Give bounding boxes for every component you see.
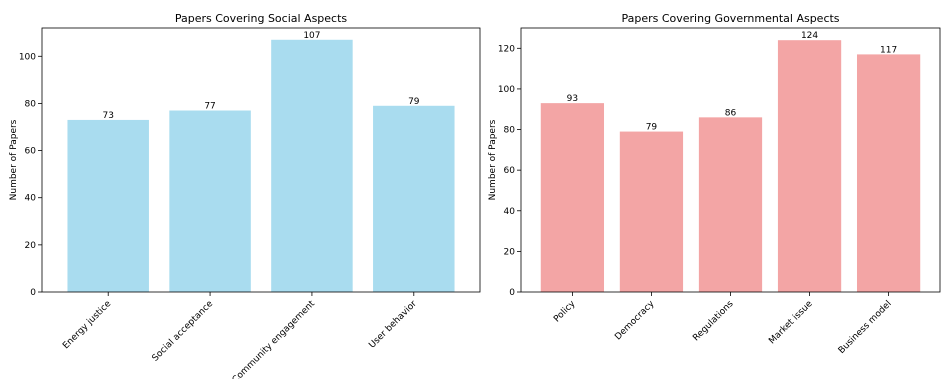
social-y-axis-label: Number of Papers [9, 119, 19, 200]
governmental-bar-value-label: 93 [567, 94, 578, 104]
governmental-x-tick-label: Regulations [691, 299, 736, 344]
governmental-bar [698, 117, 763, 292]
governmental-x-tick-label: Policy [552, 299, 578, 325]
governmental-bar [540, 103, 605, 292]
governmental-plot-frame [520, 27, 941, 293]
governmental-y-tick-label: 40 [504, 207, 516, 217]
governmental-bar [856, 54, 921, 293]
social-bar [271, 39, 353, 293]
governmental-x-tick-label: Market issue [767, 299, 815, 347]
social-plot-frame [41, 27, 481, 293]
social-x-tick-label: Energy justice [61, 299, 113, 351]
social-chart: Papers Covering Social Aspects Number of … [9, 12, 481, 379]
governmental-chart: Papers Covering Governmental Aspects Numb… [488, 12, 941, 356]
governmental-y-tick-label: 0 [509, 288, 515, 298]
social-bar [373, 105, 455, 293]
governmental-chart-title: Papers Covering Governmental Aspects [621, 12, 839, 25]
social-bar-value-label: 73 [102, 111, 113, 121]
governmental-bar [777, 40, 842, 292]
governmental-y-tick-label: 60 [504, 166, 516, 176]
social-bar-value-label: 77 [204, 102, 215, 112]
governmental-y-tick-label: 120 [498, 44, 515, 54]
governmental-y-tick-label: 20 [504, 247, 516, 257]
governmental-y-tick-label: 80 [504, 126, 516, 136]
governmental-bar-value-label: 79 [646, 123, 658, 133]
social-chart-title: Papers Covering Social Aspects [175, 12, 348, 25]
social-bar-value-label: 79 [408, 97, 420, 107]
governmental-bar-value-label: 124 [801, 31, 818, 41]
governmental-x-tick-label: Business model [837, 299, 894, 356]
governmental-y-tick-label: 100 [498, 85, 515, 95]
social-bar [169, 110, 251, 292]
social-x-tick-label: Social acceptance [151, 299, 216, 364]
social-y-tick-label: 60 [25, 147, 37, 157]
social-bar [67, 119, 149, 292]
social-y-tick-label: 40 [25, 194, 37, 204]
governmental-bar-value-label: 86 [725, 108, 737, 118]
governmental-y-axis-label: Number of Papers [488, 119, 498, 200]
social-x-tick-label: Community engagement [231, 299, 318, 379]
social-y-tick-label: 80 [25, 99, 37, 109]
social-bar-value-label: 107 [303, 31, 320, 41]
social-y-tick-label: 20 [25, 241, 37, 251]
social-y-tick-label: 0 [30, 288, 36, 298]
governmental-x-tick-label: Democracy [613, 299, 657, 343]
governmental-bar [619, 131, 684, 292]
social-x-tick-label: User behavior [367, 299, 419, 351]
governmental-bar-value-label: 117 [880, 45, 897, 55]
social-y-tick-label: 100 [19, 52, 36, 62]
